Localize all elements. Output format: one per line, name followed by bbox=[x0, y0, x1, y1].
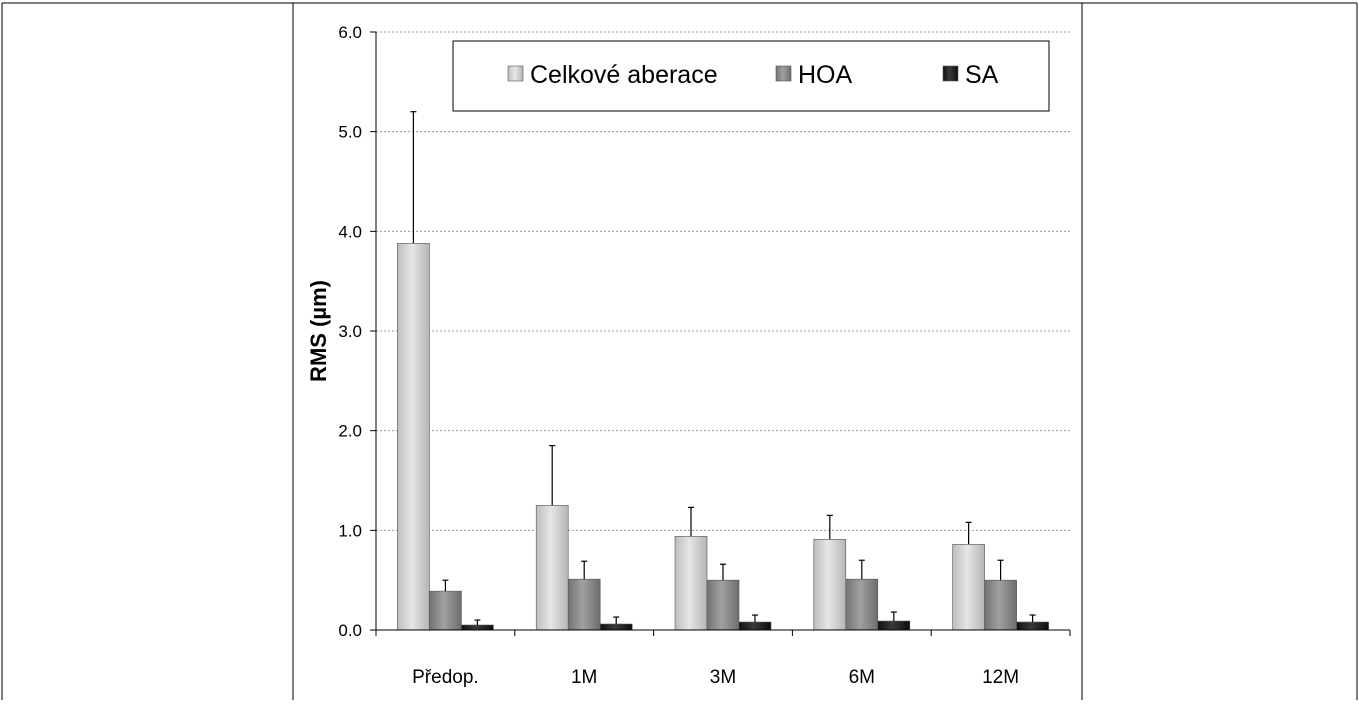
legend: Celkové aberace HOA SA bbox=[452, 40, 1050, 112]
bar bbox=[429, 590, 462, 631]
bar bbox=[674, 536, 708, 631]
bar bbox=[461, 624, 494, 631]
y-tick-label: 5.0 bbox=[338, 123, 362, 142]
legend-swatch bbox=[942, 65, 959, 82]
axes bbox=[370, 31, 1071, 636]
x-tick-label: 12M bbox=[982, 667, 1019, 688]
y-tick-label: 1.0 bbox=[338, 521, 362, 540]
bar bbox=[952, 543, 985, 631]
bar bbox=[535, 505, 569, 631]
bars bbox=[397, 242, 1049, 631]
bar bbox=[397, 242, 430, 631]
x-tick-label: 1M bbox=[571, 667, 597, 688]
y-tick-label: 4.0 bbox=[338, 222, 362, 241]
y-tick-label: 6.0 bbox=[338, 23, 362, 42]
x-tick-label: Předop. bbox=[412, 667, 479, 688]
y-tick-label: 0.0 bbox=[338, 621, 362, 640]
bar bbox=[813, 539, 847, 631]
error-bars bbox=[410, 111, 1036, 626]
bar bbox=[877, 620, 911, 631]
bar bbox=[1016, 621, 1049, 631]
bar bbox=[984, 579, 1017, 631]
legend-swatch bbox=[507, 65, 524, 82]
x-tick-label: 3M bbox=[710, 667, 736, 688]
bar bbox=[599, 623, 633, 631]
bar bbox=[738, 621, 772, 631]
y-tick-labels: 0.0 1.0 2.0 3.0 4.0 5.0 6.0 bbox=[338, 23, 362, 640]
y-tick-label: 3.0 bbox=[338, 322, 362, 341]
x-tick-labels: Předop. 1M 3M 6M 12M bbox=[412, 667, 1019, 688]
legend-label: Celkové aberace bbox=[530, 61, 718, 89]
legend-label: HOA bbox=[798, 61, 853, 89]
bar bbox=[706, 579, 740, 631]
y-tick-label: 2.0 bbox=[338, 422, 362, 441]
bar bbox=[845, 578, 879, 631]
legend-swatch bbox=[775, 65, 792, 82]
x-tick-label: 6M bbox=[849, 667, 875, 688]
y-axis-label: RMS (µm) bbox=[306, 280, 331, 382]
bar bbox=[567, 578, 601, 631]
legend-label: SA bbox=[965, 61, 999, 89]
